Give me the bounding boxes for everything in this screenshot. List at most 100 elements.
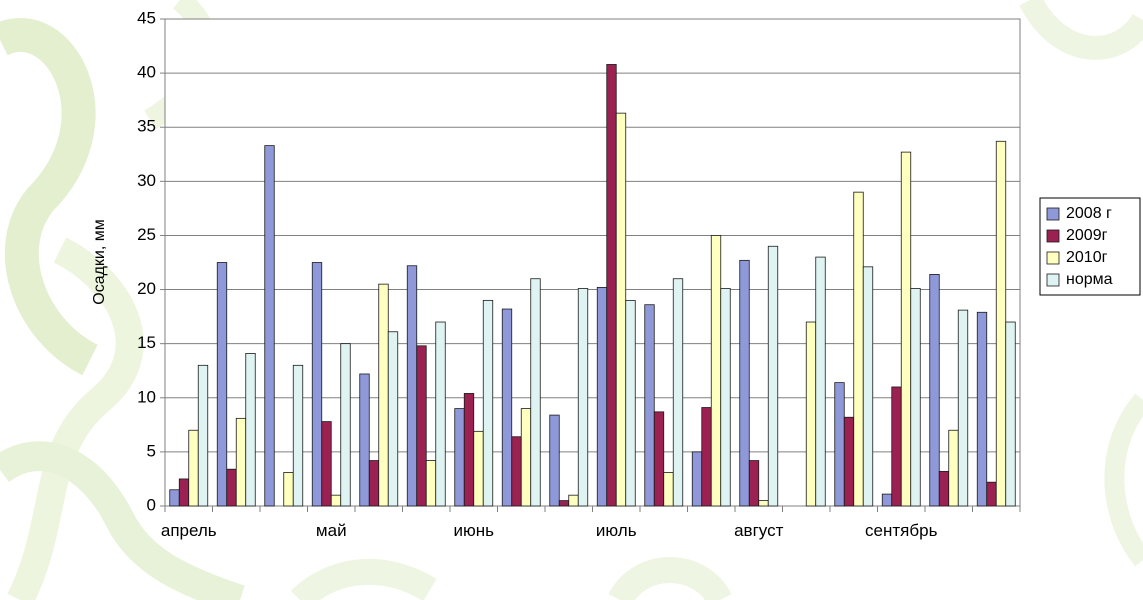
bar xyxy=(311,262,323,507)
y-tick-label: 30 xyxy=(137,171,156,190)
month-label: июль xyxy=(596,521,637,540)
legend-label: 2008 г xyxy=(1066,205,1112,222)
legend-swatch xyxy=(1046,273,1060,287)
bar xyxy=(900,151,912,507)
bar xyxy=(558,500,570,507)
bar xyxy=(368,460,380,507)
bar xyxy=(653,411,665,507)
legend-swatch xyxy=(1046,207,1060,221)
bar xyxy=(938,470,950,507)
bar xyxy=(340,343,351,507)
y-tick-label: 40 xyxy=(137,63,156,82)
bar xyxy=(387,331,399,507)
bar xyxy=(330,494,342,507)
bar xyxy=(691,451,703,507)
y-tick-label: 45 xyxy=(137,8,156,27)
y-tick-label: 5 xyxy=(147,441,156,460)
bar xyxy=(235,417,247,507)
bar xyxy=(929,274,940,507)
bar xyxy=(986,481,997,507)
bar xyxy=(701,407,712,507)
bar xyxy=(577,288,589,507)
bar xyxy=(454,408,465,507)
bar xyxy=(1005,321,1016,507)
bar xyxy=(530,278,541,507)
bar xyxy=(663,472,674,507)
month-label: сентябрь xyxy=(865,521,938,540)
legend-label: 2010г xyxy=(1066,249,1108,266)
bar xyxy=(321,421,332,507)
bar xyxy=(416,345,427,507)
bar xyxy=(834,382,845,507)
bar xyxy=(862,266,874,507)
x-axis: апрель май июнь июль август сентябрь xyxy=(161,506,1021,540)
bars xyxy=(169,64,1016,507)
bar xyxy=(606,64,617,507)
bar xyxy=(910,288,921,507)
bar xyxy=(948,429,959,507)
bar xyxy=(644,304,655,507)
bar xyxy=(739,259,750,507)
bar xyxy=(425,460,437,507)
bar xyxy=(710,235,722,507)
y-tick-label: 25 xyxy=(137,225,156,244)
bar xyxy=(615,112,627,507)
bar xyxy=(511,436,522,507)
bar xyxy=(501,308,513,507)
bar xyxy=(843,416,855,507)
bar xyxy=(482,299,494,507)
bar xyxy=(815,256,826,507)
bar xyxy=(169,489,180,507)
y-tick-label: 20 xyxy=(137,279,156,298)
bar xyxy=(283,472,294,507)
bar xyxy=(292,364,304,507)
month-label: июнь xyxy=(454,521,495,540)
bar xyxy=(805,321,817,507)
bar xyxy=(264,145,275,507)
bar xyxy=(359,373,370,507)
bar xyxy=(216,262,228,507)
month-label: май xyxy=(316,521,347,540)
bar xyxy=(748,460,760,507)
bar xyxy=(995,140,1007,507)
gridlines xyxy=(165,72,1020,453)
y-tick-label: 15 xyxy=(137,333,156,352)
bar xyxy=(520,408,532,507)
bar xyxy=(245,353,256,507)
bar xyxy=(625,299,636,507)
legend-label: норма xyxy=(1066,271,1113,288)
y-axis-ticks: 0 5 10 15 20 25 30 35 40 45 xyxy=(137,8,165,514)
bar xyxy=(463,393,475,507)
bar xyxy=(596,286,608,507)
plot-area xyxy=(164,18,1021,507)
legend-swatch xyxy=(1046,229,1060,243)
bar xyxy=(758,500,769,507)
y-tick-label: 0 xyxy=(147,495,156,514)
bar xyxy=(197,364,209,507)
y-axis-label: Осадки, мм xyxy=(91,219,108,305)
bar xyxy=(435,321,446,507)
bar xyxy=(672,278,684,507)
bar xyxy=(891,386,902,507)
legend-swatch xyxy=(1046,251,1060,265)
month-label: август xyxy=(734,521,783,540)
bar xyxy=(378,283,389,507)
bar xyxy=(853,191,864,507)
bar xyxy=(188,429,199,507)
bar xyxy=(473,430,484,507)
bar xyxy=(549,414,560,507)
bar xyxy=(957,309,969,507)
month-label: апрель xyxy=(161,521,217,540)
bar xyxy=(406,265,418,507)
y-tick-label: 10 xyxy=(137,387,156,406)
bar xyxy=(178,478,190,507)
bar xyxy=(568,494,579,507)
bar xyxy=(881,493,893,507)
bar xyxy=(767,245,779,507)
bar xyxy=(720,288,731,507)
bar xyxy=(226,468,237,507)
legend-label: 2009г xyxy=(1066,227,1108,244)
bar xyxy=(976,311,988,507)
